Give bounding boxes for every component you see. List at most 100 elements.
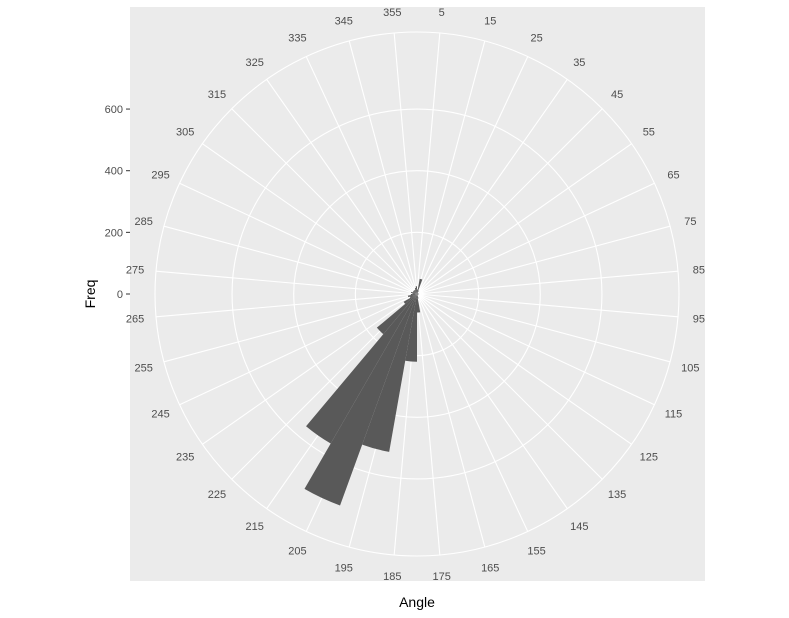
angle-tick-label: 15 <box>484 16 496 28</box>
angle-tick-label: 285 <box>134 216 152 228</box>
angle-tick-label: 75 <box>684 216 696 228</box>
angular-gridline <box>202 293 418 445</box>
angular-gridline <box>416 293 486 548</box>
angle-tick-label: 185 <box>383 571 401 583</box>
angular-gridline <box>202 143 418 295</box>
angle-tick-label: 205 <box>288 545 306 557</box>
radial-tick-label: 600 <box>105 104 123 116</box>
angular-gridline <box>416 32 441 295</box>
angular-gridline <box>416 293 568 509</box>
angular-gridline <box>266 79 418 295</box>
angle-tick-label: 325 <box>246 57 264 69</box>
bar-25 <box>417 290 419 294</box>
bar-55 <box>417 293 419 294</box>
bar-175 <box>417 294 421 313</box>
angle-tick-label: 345 <box>335 16 353 28</box>
angular-gridline <box>416 293 632 445</box>
bar-245 <box>409 294 417 298</box>
angle-tick-label: 275 <box>126 264 144 276</box>
bar-355 <box>415 286 417 294</box>
angle-tick-label: 355 <box>383 7 401 19</box>
angular-gridline <box>416 293 679 318</box>
angular-gridline <box>416 293 671 363</box>
angle-tick-label: 315 <box>208 89 226 101</box>
y-axis-title: Freq <box>82 280 98 309</box>
angular-gridline <box>416 40 486 295</box>
angular-gridline <box>416 108 603 295</box>
bar-15 <box>417 278 423 294</box>
angular-gridline <box>155 270 418 295</box>
radial-tick-label: 400 <box>105 166 123 178</box>
bar-155 <box>417 294 418 296</box>
bar-205 <box>304 294 417 506</box>
angle-tick-label: 155 <box>527 545 545 557</box>
angle-tick-label: 245 <box>151 409 169 421</box>
angle-tick-label: 115 <box>665 409 683 421</box>
bar-145 <box>417 294 418 296</box>
angular-gridline <box>348 40 418 295</box>
angular-gridline <box>416 293 655 406</box>
bar-5 <box>417 289 418 294</box>
bar-275 <box>412 293 417 294</box>
bar-345 <box>414 287 417 294</box>
bars <box>304 278 423 506</box>
radial-gridline <box>293 170 541 418</box>
angular-gridline <box>416 293 441 556</box>
angle-tick-label: 145 <box>570 521 588 533</box>
angle-tick-label: 45 <box>611 89 623 101</box>
angular-gridline <box>163 225 418 295</box>
angle-tick-label: 215 <box>246 521 264 533</box>
radial-gridline <box>231 108 603 480</box>
bar-135 <box>417 294 419 296</box>
angle-tick-label: 135 <box>608 489 626 501</box>
radial-gridlines <box>154 31 680 557</box>
angular-gridline <box>416 225 671 295</box>
angle-tick-label: 295 <box>151 169 169 181</box>
angle-tick-label: 5 <box>439 7 445 19</box>
angle-tick-label: 335 <box>288 33 306 45</box>
angle-tick-label: 55 <box>643 127 655 139</box>
angular-gridline <box>393 32 418 295</box>
angular-gridline <box>416 143 632 295</box>
angle-tick-label: 95 <box>693 314 705 326</box>
angular-gridline <box>416 79 568 295</box>
angle-tick-label: 255 <box>134 362 152 374</box>
radial-gridline <box>154 31 680 557</box>
angle-tick-label: 125 <box>640 451 658 463</box>
bar-105 <box>417 294 419 295</box>
angle-tick-label: 305 <box>176 127 194 139</box>
angle-tick-label: 235 <box>176 451 194 463</box>
angular-gridline <box>416 293 529 532</box>
angle-tick-label: 225 <box>208 489 226 501</box>
angular-gridline <box>416 270 679 295</box>
bar-225 <box>376 294 417 335</box>
bar-285 <box>410 291 417 294</box>
bar-185 <box>405 294 417 362</box>
bar-295 <box>412 291 417 294</box>
angular-gridline <box>416 182 655 295</box>
angular-gridline <box>231 108 418 295</box>
angular-gridline <box>163 293 418 363</box>
angular-gridline <box>416 293 603 480</box>
bar-75 <box>417 293 419 294</box>
bar-315 <box>413 290 417 294</box>
bar-335 <box>414 289 417 294</box>
x-axis-title: Angle <box>399 594 435 610</box>
angle-tick-label: 165 <box>481 562 499 574</box>
bar-265 <box>410 294 417 296</box>
angle-tick-label: 175 <box>432 571 450 583</box>
bar-215 <box>306 294 417 444</box>
bar-195 <box>362 294 417 452</box>
bar-325 <box>414 290 417 294</box>
angle-tick-label: 35 <box>573 57 585 69</box>
bar-165 <box>417 294 419 299</box>
bar-255 <box>407 294 417 298</box>
angle-tick-label: 265 <box>126 314 144 326</box>
angular-gridline <box>416 56 529 295</box>
radial-tick-label: 200 <box>105 227 123 239</box>
angle-tick-label: 85 <box>693 264 705 276</box>
bar-305 <box>413 291 417 294</box>
angular-gridline <box>179 182 418 295</box>
angle-tick-label: 65 <box>667 169 679 181</box>
